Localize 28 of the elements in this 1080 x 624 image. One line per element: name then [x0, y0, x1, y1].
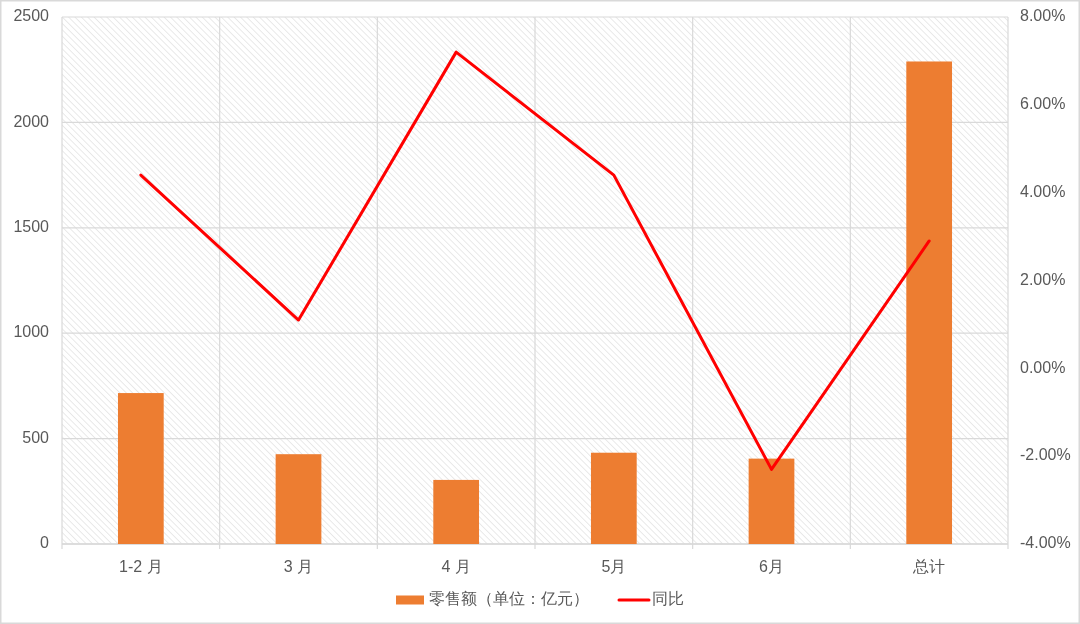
y2-tick-label: -2.00%: [1020, 446, 1071, 464]
y2-tick-label: 2.00%: [1020, 270, 1066, 288]
y-tick-label: 1500: [13, 218, 50, 236]
y2-tick-label: 8.00%: [1020, 7, 1066, 25]
y2-tick-label: 6.00%: [1020, 95, 1066, 113]
bar: [590, 452, 637, 544]
y-tick-label: 2500: [13, 7, 50, 25]
bar: [275, 454, 322, 544]
line-series: [139, 50, 931, 471]
y2-tick-label: 0.00%: [1020, 358, 1066, 376]
y2-tick-label: 4.00%: [1020, 182, 1066, 200]
x-tick-label: 6月: [759, 558, 784, 576]
bar: [433, 479, 480, 544]
x-tick-label: 5月: [601, 558, 627, 576]
legend-label: 同比: [652, 590, 684, 608]
bar: [906, 61, 953, 544]
x-tick-label: 1-2 月: [119, 558, 163, 576]
bar: [748, 458, 795, 544]
y-tick-label: 0: [40, 534, 50, 552]
x-tick-label: 3 月: [283, 558, 314, 576]
legend-label: 零售额（单位：亿元）: [429, 590, 589, 608]
x-tick-label: 总计: [912, 558, 946, 576]
y-tick-label: 500: [22, 428, 50, 446]
y-tick-label: 1000: [13, 323, 50, 341]
y-tick-label: 2000: [13, 112, 50, 130]
x-tick-label: 4 月: [441, 558, 471, 576]
bar: [117, 393, 164, 544]
y2-tick-label: -4.00%: [1020, 534, 1071, 552]
